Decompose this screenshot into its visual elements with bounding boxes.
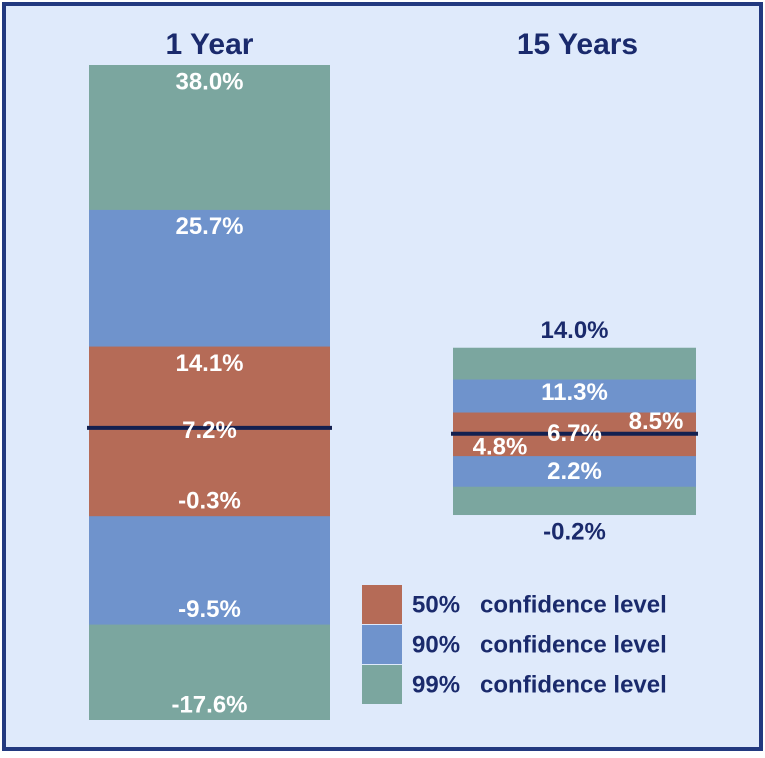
range-high-label: 14.0% [540, 317, 608, 344]
legend-swatch [362, 665, 402, 704]
range-high-label: 8.5% [629, 408, 684, 435]
legend-swatch [362, 585, 402, 624]
column-title: 1 Year [166, 28, 254, 61]
legend-label: 99% confidence level [412, 671, 667, 698]
range-high-label: 38.0% [175, 68, 243, 95]
range-bar [89, 346, 330, 517]
range-low-label: 4.8% [473, 433, 528, 460]
median-label: 7.2% [182, 417, 237, 444]
legend-label: 90% confidence level [412, 631, 667, 658]
range-high-label: 25.7% [175, 213, 243, 240]
range-low-label: -17.6% [171, 691, 247, 718]
column-title: 15 Years [517, 28, 638, 61]
range-high-label: 11.3% [541, 379, 608, 406]
range-high-label: 14.1% [175, 350, 243, 377]
range-low-label: -0.3% [178, 488, 241, 515]
legend-swatch [362, 625, 402, 664]
range-low-label: -9.5% [178, 596, 241, 623]
range-low-label: 2.2% [547, 458, 602, 485]
median-label: 6.7% [547, 420, 602, 447]
legend-label: 50% confidence level [412, 591, 667, 618]
range-low-label: -0.2% [543, 518, 606, 545]
